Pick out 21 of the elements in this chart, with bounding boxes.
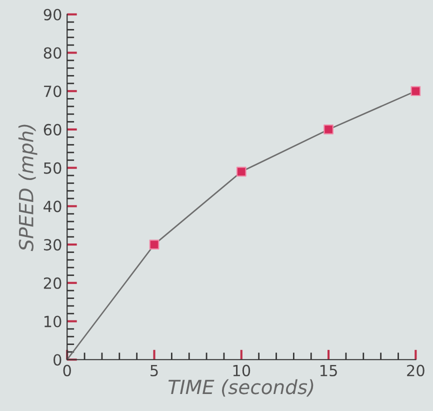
point bbox=[410, 86, 421, 96]
point bbox=[236, 166, 246, 177]
y-axis-title: SPEED (mph) bbox=[18, 124, 38, 252]
point bbox=[324, 124, 334, 134]
y-tick-label: 10 bbox=[44, 316, 62, 328]
y-tick-label: 70 bbox=[44, 86, 62, 98]
y-tick-label: 30 bbox=[44, 239, 62, 251]
x-tick-label: 5 bbox=[150, 364, 158, 376]
y-tick-label: 20 bbox=[44, 277, 62, 289]
y-tick-label: 0 bbox=[54, 354, 62, 366]
y-tick-label: 90 bbox=[44, 8, 62, 20]
x-axis-title: TIME (seconds) bbox=[168, 379, 314, 397]
x-tick-label: 15 bbox=[320, 364, 337, 376]
y-tick-label: 50 bbox=[44, 162, 62, 174]
x-tick-label: 10 bbox=[233, 364, 250, 376]
y-tick-label: 80 bbox=[44, 47, 62, 59]
y-tick-label: 40 bbox=[44, 200, 62, 212]
x-tick-label: 20 bbox=[407, 364, 424, 376]
y-tick-label: 60 bbox=[44, 124, 62, 136]
point bbox=[149, 240, 160, 250]
x-tick-label: 0 bbox=[63, 364, 71, 376]
